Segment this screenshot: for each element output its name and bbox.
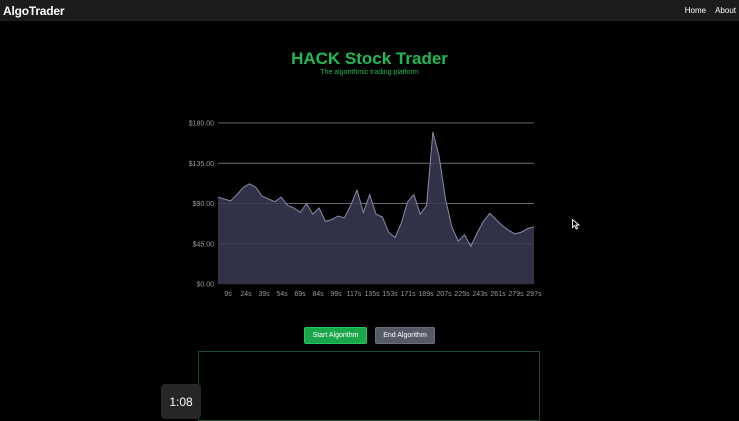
start-algorithm-button[interactable]: Start Algorithm <box>304 327 367 344</box>
x-tick-label: 24s <box>240 291 252 298</box>
y-tick-label: $135.00 <box>189 161 214 168</box>
end-algorithm-button[interactable]: End Algorithm <box>375 327 435 344</box>
page-subtitle: The algorithmic trading platform <box>320 69 419 76</box>
y-tick-label: $45.00 <box>193 241 215 248</box>
x-tick-label: 117s <box>347 291 362 298</box>
x-tick-label: 279s <box>508 291 524 298</box>
video-timestamp: 1:08 <box>161 384 201 419</box>
mouse-cursor-icon <box>572 219 580 230</box>
brand-logo[interactable]: AlgoTrader <box>3 3 65 18</box>
x-tick-label: 9s <box>224 291 232 298</box>
x-tick-label: 207s <box>436 291 452 298</box>
page-title: HACK Stock Trader <box>291 49 448 68</box>
nav-link-about[interactable]: About <box>715 6 736 15</box>
x-tick-label: 297s <box>526 291 542 298</box>
y-tick-label: $90.00 <box>193 201 215 208</box>
x-tick-label: 39s <box>258 291 270 298</box>
x-tick-label: 243s <box>472 291 488 298</box>
price-area <box>218 131 534 284</box>
x-tick-label: 69s <box>294 291 306 298</box>
x-tick-label: 99s <box>330 291 342 298</box>
nav-links: Home About <box>685 6 736 15</box>
algorithm-log-panel <box>198 351 540 421</box>
x-tick-label: 54s <box>276 291 288 298</box>
y-tick-label: $180.00 <box>189 121 214 128</box>
y-tick-label: $0.00 <box>196 282 214 289</box>
x-tick-label: 189s <box>418 291 434 298</box>
nav-link-home[interactable]: Home <box>684 6 707 15</box>
x-tick-label: 84s <box>312 291 324 298</box>
x-tick-label: 261s <box>490 291 506 298</box>
x-tick-label: 171s <box>400 291 416 298</box>
x-tick-label: 135s <box>364 291 380 298</box>
price-line <box>217 131 535 248</box>
navbar: AlgoTrader Home About <box>0 0 739 21</box>
x-tick-label: 153s <box>382 291 398 298</box>
x-tick-label: 225s <box>454 291 470 298</box>
